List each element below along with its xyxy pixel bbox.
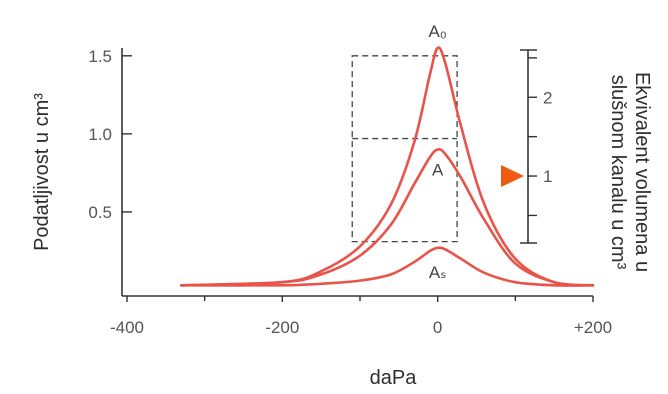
series-label-2: A xyxy=(432,160,444,179)
series-label-3: Aₛ xyxy=(429,263,447,282)
y2-tick-label: 1 xyxy=(543,167,552,186)
x-tick-label: -200 xyxy=(265,318,299,337)
x-tick-label: -400 xyxy=(110,318,144,337)
ticks-layer: -400 -200 0 +200 0.5 1.0 1.5 1 2 xyxy=(88,47,612,337)
x-tick-label: 0 xyxy=(433,318,442,337)
y-tick-label: 0.5 xyxy=(88,203,112,222)
dashed-normal-range-box xyxy=(351,55,458,243)
series-line-2 xyxy=(180,148,595,287)
y2-axis-title-line-1: Ekvivalent volumena u xyxy=(631,72,653,272)
labels-layer: A₀ A Aₛ xyxy=(428,22,446,282)
y-tick-label: 1.5 xyxy=(88,47,112,66)
y2-axis-title-line-2: slušnom kanalu u cm³ xyxy=(607,75,629,270)
series-layer xyxy=(180,46,595,287)
series-line-3 xyxy=(180,246,595,287)
dashed-box-layer xyxy=(351,55,458,243)
series-label-1: A₀ xyxy=(428,22,446,41)
axes-layer xyxy=(121,48,593,297)
y-tick-label: 1.0 xyxy=(88,125,112,144)
ear-canal-volume-marker xyxy=(501,165,524,188)
x-tick-label: +200 xyxy=(574,318,612,337)
y-axis-title: Podatljivost u cm³ xyxy=(31,93,53,251)
series-line-1 xyxy=(180,46,595,287)
x-axis-title: daPa xyxy=(370,367,418,389)
y2-tick-label: 2 xyxy=(543,88,552,107)
